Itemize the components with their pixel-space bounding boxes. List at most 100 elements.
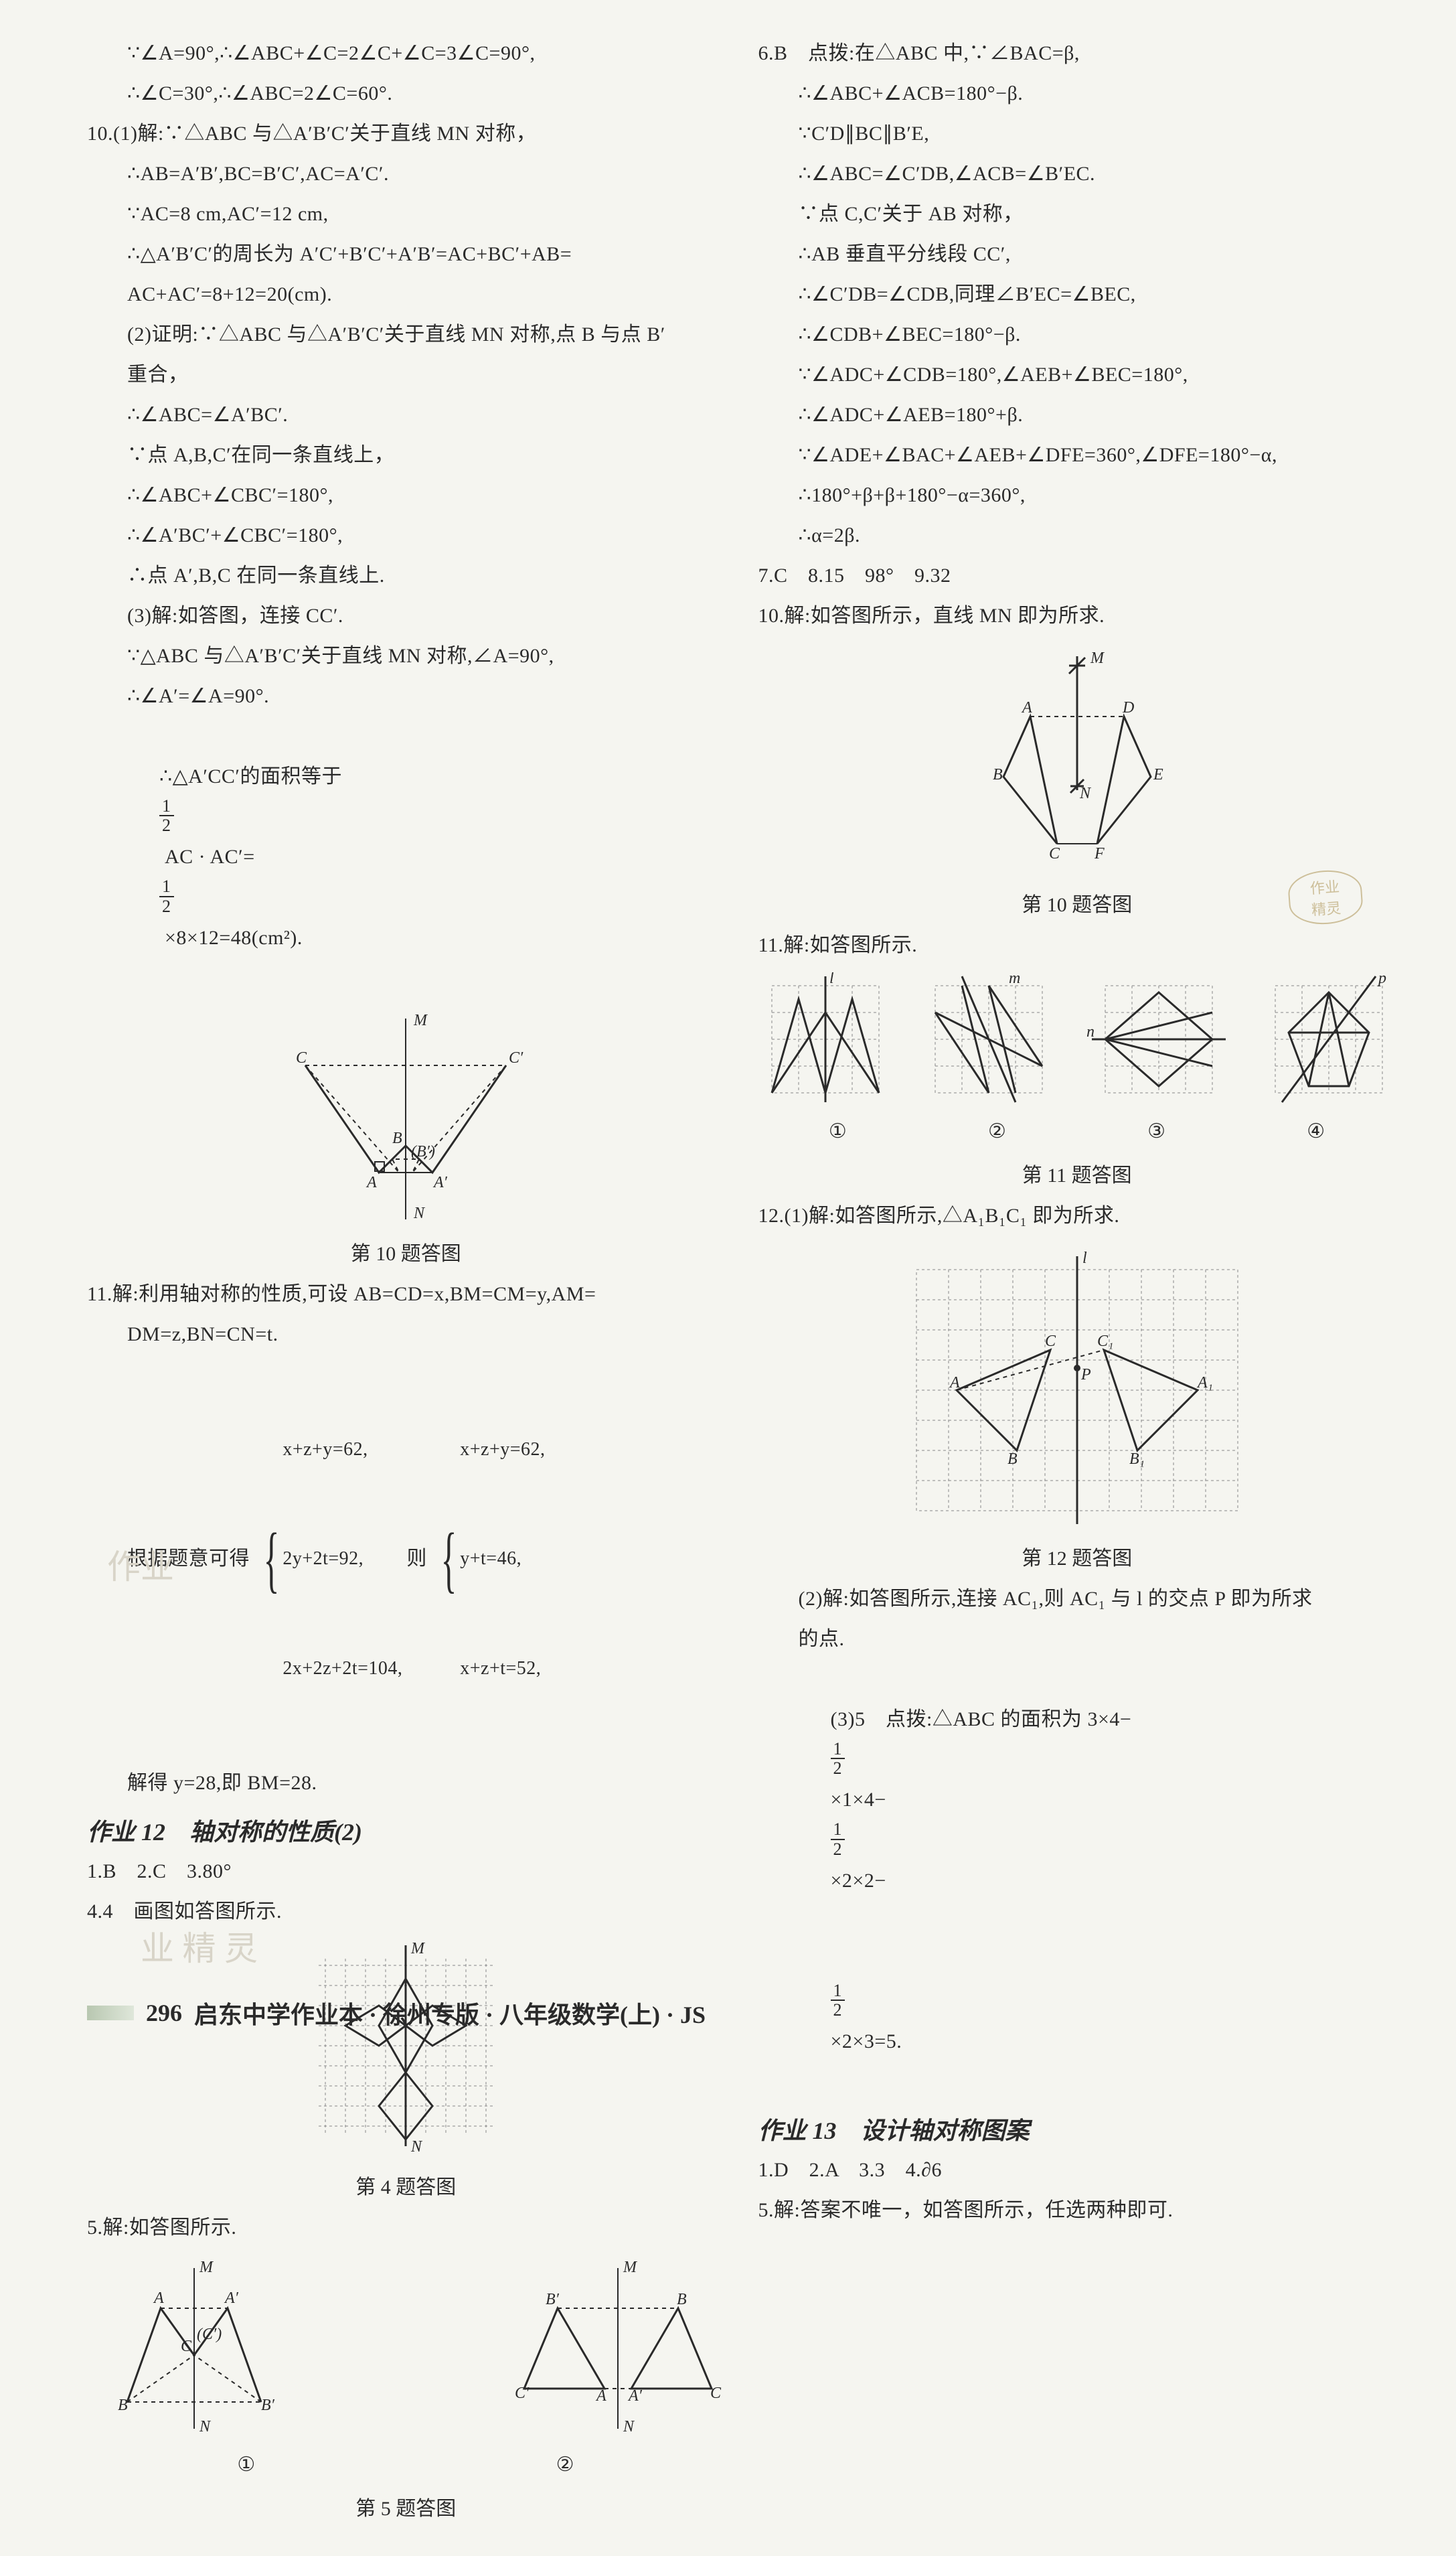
page-number: 296: [146, 1999, 182, 2027]
svg-text:M: M: [199, 2259, 214, 2276]
text-line: 解得 y=28,即 BM=28.: [87, 1763, 725, 1803]
svg-text:D: D: [1122, 699, 1134, 717]
svg-text:C: C: [296, 1049, 307, 1067]
text-line: (3)5 点拨:△ABC 的面积为 3×4− 12 ×1×4− 12 ×2×2−: [758, 1659, 1396, 1941]
footer-text: 启东中学作业本 · 徐州专版 · 八年级数学(上) · JS: [194, 1996, 706, 2030]
text-line: ∴∠ABC+∠ACB=180°−β.: [758, 74, 1396, 114]
svg-text:M: M: [413, 1012, 428, 1029]
text-line: AC+AC′=8+12=20(cm).: [87, 275, 725, 315]
svg-text:C: C: [1045, 1333, 1056, 1350]
svg-text:A: A: [366, 1174, 377, 1191]
text-frag: ×2×2−: [831, 1870, 886, 1892]
caption-q12: 第 12 题答图: [758, 1542, 1396, 1571]
text-line: ∴∠C′DB=∠CDB,同理∠B′EC=∠BEC,: [758, 275, 1396, 315]
svg-text:p: p: [1377, 972, 1386, 987]
figure-q12: l A B C A₁ B₁ C₁ P: [758, 1243, 1396, 1537]
svg-text:A: A: [949, 1374, 960, 1392]
svg-text:C: C: [710, 2385, 722, 2402]
text-line: ∵点 C,C′关于 AB 对称，: [758, 194, 1396, 234]
fraction-half: 12: [831, 1820, 845, 1858]
circled-1: ①: [829, 1112, 847, 1152]
caption-q10-left: 第 10 题答图: [87, 1237, 725, 1266]
figure-q5: M N A A′ B B′ C (C′) M N: [87, 2255, 725, 2442]
text-line: ∴∠ABC+∠CBC′=180°,: [87, 475, 725, 516]
page-body: ∵∠A=90°,∴∠ABC+∠C=2∠C+∠C=3∠C=90°, ∴∠C=30°…: [0, 0, 1456, 2556]
text-line: (2)证明:∵△ABC 与△A′B′C′关于直线 MN 对称,点 B 与点 B′: [87, 315, 725, 355]
text-line: 10.解:如答图所示，直线 MN 即为所求.: [758, 596, 1396, 636]
text-line: 12.(1)解:如答图所示,△A₁B₁C₁ 即为所求.: [758, 1196, 1396, 1236]
text-line: ∵△ABC 与△A′B′C′关于直线 MN 对称,∠A=90°,: [87, 636, 725, 676]
text-frag: (3)5 点拨:△ABC 的面积为 3×4−: [831, 1708, 1132, 1730]
svg-text:B: B: [1007, 1450, 1018, 1468]
circled-2: ②: [988, 1112, 1006, 1152]
text-line: (2)解:如答图所示,连接 AC₁,则 AC₁ 与 l 的交点 P 即为所求: [758, 1579, 1396, 1619]
svg-text:A′: A′: [432, 1174, 448, 1191]
svg-text:F: F: [1094, 845, 1105, 862]
text-line: ∵点 A,B,C′在同一条直线上，: [87, 435, 725, 475]
brace-right: { x+z+y=62, y+t=46, x+z+t=52,: [431, 1355, 546, 1763]
section-title-12: 作业 12 轴对称的性质(2): [87, 1813, 725, 1848]
svg-text:C: C: [181, 2338, 192, 2355]
text-line: ∴∠C=30°,∴∠ABC=2∠C=60°.: [87, 74, 725, 114]
circled-2: ②: [556, 2445, 574, 2485]
svg-text:m: m: [1009, 972, 1020, 987]
svg-text:C: C: [1049, 845, 1060, 862]
text-line: ∵AC=8 cm,AC′=12 cm,: [87, 194, 725, 234]
text-line: ∴∠CDB+∠BEC=180°−β.: [758, 315, 1396, 355]
svg-text:M: M: [623, 2259, 638, 2276]
fraction-half: 12: [159, 797, 174, 835]
page-footer: 296 启东中学作业本 · 徐州专版 · 八年级数学(上) · JS: [87, 1996, 706, 2030]
svg-text:(C′): (C′): [197, 2326, 222, 2343]
text-line: DM=z,BN=CN=t.: [87, 1314, 725, 1355]
text-line: 重合，: [87, 355, 725, 395]
text-frag: ×8×12=48(cm²).: [159, 927, 303, 949]
svg-text:N: N: [199, 2418, 212, 2435]
text-line: 1.B 2.C 3.80°: [87, 1852, 725, 1892]
text-line: ∴∠ABC=∠A′BC′.: [87, 395, 725, 435]
svg-text:A₁: A₁: [1196, 1374, 1213, 1392]
svg-text:E: E: [1153, 766, 1163, 783]
caption-q11: 第 11 题答图: [758, 1158, 1396, 1188]
fraction-half: 12: [159, 877, 174, 915]
svg-text:B: B: [118, 2397, 128, 2414]
circled-3: ③: [1147, 1112, 1165, 1152]
svg-text:B′: B′: [261, 2397, 275, 2414]
eq-row: y+t=46,: [460, 1544, 545, 1573]
svg-text:N: N: [413, 1205, 426, 1222]
svg-text:A: A: [153, 2289, 164, 2307]
text-line: 5.解:如答图所示.: [87, 2208, 725, 2248]
svg-text:B: B: [677, 2291, 687, 2308]
svg-text:A′: A′: [224, 2289, 239, 2307]
footer-bar-icon: [87, 2006, 134, 2020]
svg-text:B: B: [993, 766, 1003, 783]
svg-text:(B′): (B′): [411, 1143, 435, 1160]
left-column: ∵∠A=90°,∴∠ABC+∠C=2∠C+∠C=3∠C=90°, ∴∠C=30°…: [87, 33, 725, 2529]
svg-text:M: M: [410, 1940, 426, 1957]
svg-text:B: B: [392, 1130, 402, 1147]
right-column: 6.B 点拨:在△ABC 中,∵∠BAC=β, ∴∠ABC+∠ACB=180°−…: [758, 33, 1396, 2529]
eq-row: 2x+2z+2t=104,: [282, 1654, 402, 1683]
text-frag: AC · AC′=: [159, 846, 260, 868]
text-line: ∴α=2β.: [758, 516, 1396, 556]
svg-text:A: A: [595, 2387, 606, 2405]
text-line: 4.4 画图如答图所示.: [87, 1892, 725, 1932]
figure-q4: M N: [87, 1939, 725, 2166]
svg-text:N: N: [1079, 785, 1092, 802]
eq-row: x+z+y=62,: [282, 1435, 402, 1464]
circled-4: ④: [1307, 1112, 1325, 1152]
text-line: ∵∠A=90°,∴∠ABC+∠C=2∠C+∠C=3∠C=90°,: [87, 33, 725, 74]
svg-text:C′: C′: [509, 1049, 523, 1067]
text-line: ∵∠ADC+∠CDB=180°,∠AEB+∠BEC=180°,: [758, 355, 1396, 395]
text-line: ∵∠ADE+∠BAC+∠AEB+∠DFE=360°,∠DFE=180°−α,: [758, 435, 1396, 475]
caption-q4: 第 4 题答图: [87, 2170, 725, 2200]
svg-text:l: l: [1082, 1250, 1087, 1267]
text-frag: ∴△A′CC′的面积等于: [159, 765, 347, 787]
text-line: ∴AB=A′B′,BC=B′C′,AC=A′C′.: [87, 154, 725, 194]
text-line: ∴△A′B′C′的周长为 A′C′+B′C′+A′B′=AC+BC′+AB=: [87, 234, 725, 275]
svg-text:l: l: [829, 972, 834, 987]
caption-q5: 第 5 题答图: [87, 2492, 725, 2521]
svg-text:B₁: B₁: [1129, 1450, 1145, 1468]
eq-row: 2y+2t=92,: [282, 1544, 402, 1573]
text-line: 的点.: [758, 1619, 1396, 1659]
text-line: 11.解:利用轴对称的性质,可设 AB=CD=x,BM=CM=y,AM=: [87, 1274, 725, 1314]
